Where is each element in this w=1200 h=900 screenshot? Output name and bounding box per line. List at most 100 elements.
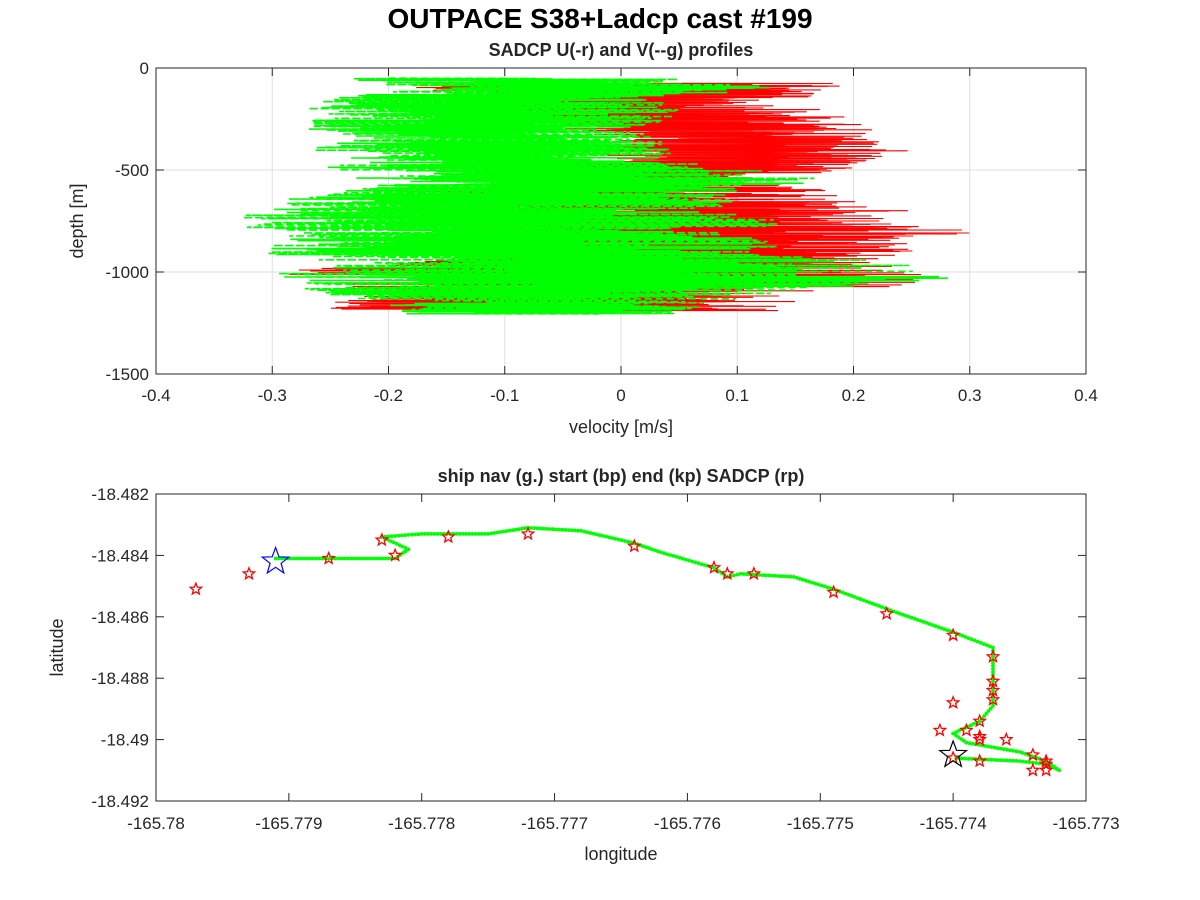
ship-nav-point: [349, 556, 353, 561]
ship-nav-point: [588, 531, 593, 535]
ship-nav-point: [858, 597, 863, 602]
ship-nav-point: [489, 531, 494, 536]
ship-nav-point: [983, 744, 988, 748]
ship-nav-point: [936, 625, 941, 629]
ship-nav-point: [915, 618, 920, 622]
x-tick-label: -165.78: [127, 814, 185, 833]
sadcp-point-marker: [1038, 762, 1054, 777]
profiles-x-axis-label: velocity [m/s]: [569, 417, 673, 437]
ship-nav-point: [991, 688, 995, 693]
ship-nav-point: [1008, 748, 1013, 753]
ship-nav-point: [560, 527, 565, 532]
ship-nav-point: [273, 556, 278, 561]
ship-nav-point: [1011, 748, 1016, 753]
ship-nav-point: [895, 610, 899, 615]
ship-nav-point: [1024, 760, 1029, 764]
ship-nav-point: [591, 531, 596, 536]
sadcp-point-marker: [972, 731, 988, 746]
ship-nav-point: [498, 530, 503, 534]
ship-nav-point: [744, 572, 749, 577]
ship-nav-point: [406, 533, 411, 537]
y-tick-label: 0: [140, 59, 149, 78]
ship-nav-point: [473, 532, 478, 536]
ship-nav-point: [877, 604, 881, 608]
ship-nav-point: [948, 629, 953, 633]
ship-nav-point: [607, 535, 612, 540]
ship-nav-point: [557, 527, 562, 532]
ship-nav-point: [563, 528, 568, 532]
ship-nav-point: [336, 556, 341, 561]
ship-nav-point: [978, 640, 983, 645]
ship-nav-point: [907, 614, 911, 619]
ship-nav-point: [394, 541, 399, 546]
ship-nav-point: [659, 550, 663, 555]
ship-nav-point: [513, 527, 518, 532]
ship-nav-point: [989, 757, 993, 762]
ship-nav-point: [653, 548, 657, 553]
sadcp-point-marker: [719, 565, 735, 581]
figure-suptitle: OUTPACE S38+Ladcp cast #199: [387, 3, 813, 34]
ship-nav-point: [819, 583, 824, 588]
ship-nav-point: [991, 660, 995, 665]
ship-nav-point: [650, 547, 654, 552]
x-tick-label: -165.778: [388, 814, 455, 833]
sadcp-point-marker: [188, 581, 204, 596]
ship-nav-point: [989, 745, 994, 749]
ship-nav-point: [507, 528, 512, 533]
ship-nav-point: [991, 664, 995, 668]
ship-nav-point: [413, 532, 417, 537]
ship-nav-point: [1034, 761, 1039, 765]
ship-nav-point: [769, 573, 774, 578]
ship-nav-point: [782, 574, 787, 579]
ship-nav-point: [945, 628, 950, 632]
ship-nav-point: [399, 533, 404, 538]
ship-nav-point: [523, 526, 527, 531]
ship-nav-point: [426, 532, 430, 536]
ship-nav-point: [662, 551, 666, 556]
ship-nav-point: [432, 532, 437, 536]
sadcp-point-marker: [1038, 756, 1054, 771]
ship-nav-point: [520, 526, 524, 531]
ship-nav-point: [616, 537, 621, 542]
ship-nav-point: [687, 558, 691, 563]
sadcp-point-marker: [321, 550, 337, 565]
ship-nav-point: [797, 576, 802, 581]
ship-nav-point: [292, 556, 297, 561]
ship-nav-point: [964, 740, 969, 745]
ship-nav-point: [951, 731, 955, 736]
ship-nav-point: [1014, 749, 1019, 754]
ship-nav-point: [492, 531, 497, 535]
ship-nav-point: [954, 730, 958, 734]
ship-nav-point: [483, 532, 487, 536]
ship-nav-point: [1011, 758, 1016, 763]
ship-nav-point: [529, 526, 533, 530]
ship-nav-point: [403, 533, 407, 538]
ship-nav-point: [843, 591, 848, 596]
ship-nav-point: [535, 526, 540, 531]
ship-nav-point: [969, 723, 973, 728]
ship-nav-point: [393, 534, 397, 538]
ship-nav-point: [957, 728, 961, 733]
ship-nav-point: [289, 556, 294, 561]
ship-nav-point: [794, 575, 799, 580]
x-tick-label: -165.777: [521, 814, 588, 833]
profiles-y-axis-label: depth [m]: [67, 183, 87, 258]
ship-nav-point: [986, 744, 991, 749]
x-tick-label: 0.3: [958, 386, 982, 405]
ship-nav-point: [892, 609, 896, 614]
ship-nav-point: [901, 612, 905, 617]
ship-nav-point: [342, 556, 347, 561]
ship-nav-point: [388, 539, 393, 543]
ship-nav-point: [644, 545, 648, 550]
sadcp-point-marker: [1025, 747, 1041, 762]
ship-nav-point: [813, 581, 818, 586]
y-tick-label: -18.484: [91, 546, 149, 565]
ship-nav-point: [1008, 758, 1012, 763]
ship-nav-point: [339, 556, 344, 561]
ship-nav-point: [582, 529, 587, 534]
sadcp-point-marker: [945, 695, 961, 710]
ship-nav-point: [397, 543, 402, 548]
ship-nav-point: [374, 556, 379, 561]
ship-nav-point: [386, 534, 391, 539]
